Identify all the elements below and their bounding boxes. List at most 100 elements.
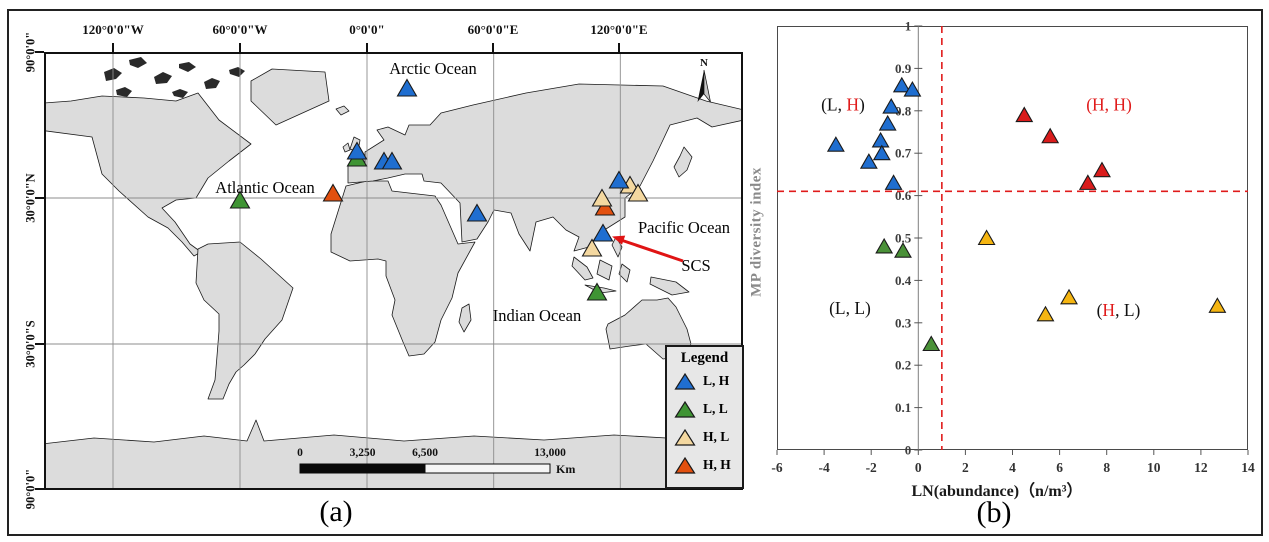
map-latitude-label: 30°0'0"N [23, 173, 38, 223]
legend-triangle-hh [674, 456, 696, 474]
scatter-point-ll [922, 335, 941, 352]
scatter-point-hh [1093, 161, 1111, 178]
map-marker-lh [396, 78, 418, 97]
chart-x-tick-label: -6 [771, 460, 782, 475]
ocean-label-indian-ocean: Indian Ocean [493, 306, 581, 325]
chart-y-tick-label: 0.6 [895, 188, 912, 203]
quadrant-label: (H, L) [1097, 300, 1141, 320]
quadrant-label: (L, H) [821, 94, 865, 114]
legend-item: H, H [667, 451, 742, 479]
chart-y-tick-label: 0.4 [895, 273, 912, 288]
chart-x-axis-title: LN(abundance)（n/m³） [911, 483, 1083, 500]
chart-y-axis-title: MP diversity index [748, 167, 765, 297]
map-marker-hh [322, 183, 344, 202]
ocean-label-arctic-ocean: Arctic Ocean [389, 59, 477, 78]
ocean-label-pacific-ocean: Pacific Ocean [638, 218, 730, 237]
scalebar-segment-white [424, 463, 551, 474]
chart-y-tick-label: 0.8 [895, 103, 912, 118]
scatter-point-hl [1036, 305, 1055, 322]
map-marker-ll [229, 190, 251, 209]
north-arrow-left [697, 70, 704, 102]
legend-title: Legend [680, 350, 729, 366]
scalebar-unit: Km [556, 462, 575, 476]
map-left-tick [35, 197, 44, 199]
figure-border [7, 9, 1263, 536]
quadrant-label: (L, L) [829, 298, 871, 318]
ocean-label-atlantic-ocean: Atlantic Ocean [215, 178, 314, 197]
map-marker-hl [591, 188, 613, 207]
legend-item-label: H, L [703, 429, 730, 444]
chart-x-tick-label: 0 [915, 460, 922, 475]
scatter-point-lh [859, 153, 878, 169]
scatter-point-lh [882, 97, 901, 114]
chart-x-tick-label: 14 [1241, 460, 1255, 475]
scalebar-tick-label: 0 [297, 447, 303, 459]
panel-a-label: (a) [319, 495, 353, 528]
chart-x-tick-label: 10 [1147, 460, 1161, 475]
map-left-tick [35, 51, 44, 53]
chart-y-tick-label: 0 [905, 443, 912, 458]
map-top-tick [618, 43, 620, 52]
scatter-point-hl [977, 229, 996, 246]
legend-item-label: H, H [703, 457, 731, 472]
chart-x-tick-label: -4 [818, 460, 829, 475]
scatter-point-hh [1041, 127, 1060, 144]
legend-item-label: L, H [703, 373, 730, 388]
map-marker-lh [466, 203, 488, 222]
quadrant-label: (H, H) [1086, 94, 1132, 114]
scatter-chart: 0 0.1 0.2 0.3 0.4 0.5 0.6 0.7 0.8 0.9 1 -6 -4 -2 0 2 4 6 8… [771, 19, 1255, 476]
legend-item: L, H [667, 367, 742, 395]
chart-plot-frame [777, 26, 1248, 450]
north-arrow: N [697, 57, 711, 103]
map-marker-lh [381, 151, 403, 170]
map-longitude-label: 60°0'0"W [212, 22, 268, 37]
map-marker-lh [346, 141, 368, 160]
map-left-tick [35, 343, 44, 345]
map-marker-ll [586, 282, 608, 301]
legend-item: L, L [667, 395, 742, 423]
map-marker-hl [581, 238, 603, 257]
north-arrow-right [703, 69, 711, 103]
map-top-tick [112, 43, 114, 52]
map-latitude-label: 90°0'0" [23, 31, 38, 73]
scatter-point-hl [1208, 297, 1227, 313]
ocean-label-scs: SCS [681, 256, 710, 275]
scalebar-segment-black [299, 463, 426, 474]
north-arrow-label: N [700, 57, 708, 69]
map-top-tick [492, 43, 494, 52]
map-marker-lh [608, 170, 630, 189]
chart-x-tick-label: 12 [1194, 460, 1208, 475]
scatter-point-lh [826, 136, 845, 152]
chart-x-tick-label: -2 [866, 460, 877, 475]
map-legend: Legend L, H L, L H, L H, H [665, 345, 744, 489]
scatter-point-lh [903, 80, 922, 97]
map-frame [44, 52, 743, 490]
chart-y-tick-label: 0.7 [895, 146, 912, 161]
chart-x-tick-label: 8 [1103, 460, 1110, 475]
scatter-point-hl [1060, 288, 1078, 305]
legend-triangle-hl [674, 428, 696, 446]
chart-y-tick-label: 0.1 [895, 400, 911, 415]
legend-item: H, L [667, 423, 742, 451]
scatter-point-lh [871, 131, 890, 148]
legend-triangle-ll [674, 400, 696, 418]
map-longitude-label: 120°0'0"W [82, 22, 144, 37]
chart-y-tick-label: 0.2 [895, 358, 911, 373]
scatter-point-lh [884, 174, 903, 190]
chart-x-tick-label: 6 [1056, 460, 1063, 475]
map-marker-lh [592, 223, 614, 242]
map-top-tick [366, 43, 368, 52]
continents [44, 57, 743, 490]
map-top-tick [239, 43, 241, 52]
chart-y-tick-label: 0.5 [895, 231, 912, 246]
scatter-point-ll [894, 242, 912, 258]
legend-triangle-lh [674, 372, 696, 390]
scatter-point-lh [892, 76, 911, 93]
chart-y-tick-label: 1 [905, 19, 912, 34]
map-left-tick [35, 488, 44, 490]
map-longitude-label: 60°0'0"E [467, 22, 519, 37]
map-latitude-label: 90°0'0" [23, 468, 38, 510]
chart-y-tick-label: 0.9 [895, 61, 912, 76]
map-marker-hl [627, 183, 649, 202]
scs-arrow [612, 235, 684, 263]
